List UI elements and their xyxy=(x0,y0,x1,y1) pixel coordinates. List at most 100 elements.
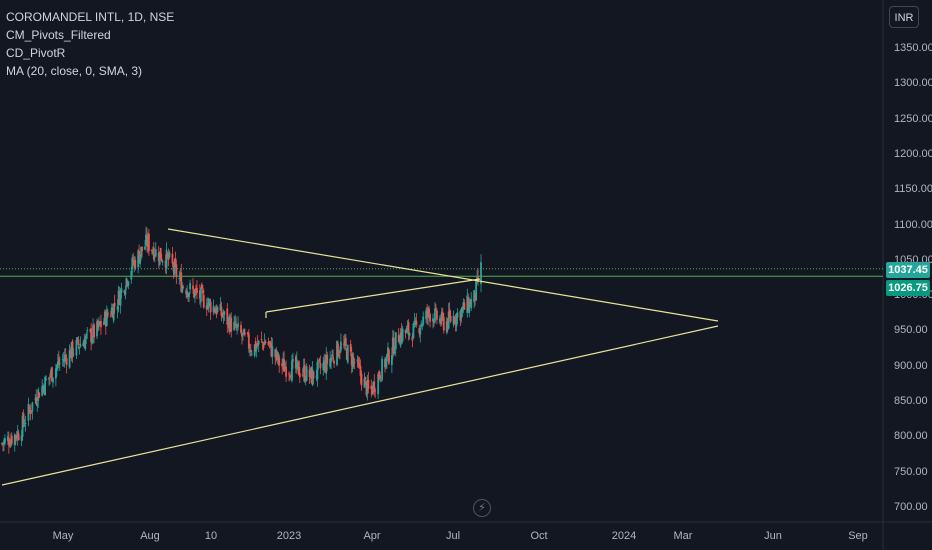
candle xyxy=(296,362,299,371)
candle xyxy=(158,251,161,267)
candle xyxy=(237,316,239,331)
candle xyxy=(392,330,395,357)
candle xyxy=(441,308,444,321)
candle xyxy=(146,227,148,252)
candle xyxy=(193,288,195,299)
time-tick-label: Apr xyxy=(363,530,381,542)
candle xyxy=(29,404,32,421)
candle xyxy=(173,258,176,278)
candle xyxy=(323,353,326,373)
candle xyxy=(181,281,184,294)
candle xyxy=(110,303,113,316)
candle xyxy=(428,305,430,319)
candle xyxy=(463,299,466,310)
candle xyxy=(200,282,203,290)
candle xyxy=(92,318,94,344)
candle xyxy=(455,312,458,332)
lightning-icon[interactable]: ⚡ xyxy=(473,499,491,517)
candle xyxy=(281,358,284,375)
candle xyxy=(385,357,387,370)
candle xyxy=(23,418,26,427)
candle xyxy=(140,246,142,261)
currency-button[interactable]: INR xyxy=(889,6,919,28)
candle xyxy=(137,248,140,274)
candle xyxy=(8,437,11,448)
time-tick-label: Aug xyxy=(140,530,160,542)
indicator-ma[interactable]: MA (20, close, 0, SMA, 3) xyxy=(6,64,143,78)
candle xyxy=(86,327,89,339)
candle xyxy=(317,360,320,370)
candle xyxy=(336,340,338,367)
candle xyxy=(100,314,102,336)
candle xyxy=(292,352,294,370)
candle xyxy=(195,284,197,296)
indicator-cd-pivotr[interactable]: CD_PivotR xyxy=(6,46,66,60)
price-tick-label: 950.00 xyxy=(894,324,928,337)
candle xyxy=(112,303,115,324)
candle xyxy=(227,316,230,329)
symbol-title[interactable]: COROMANDEL INTL, 1D, NSE xyxy=(6,10,175,24)
candle xyxy=(249,344,252,357)
candle xyxy=(452,310,455,328)
candle xyxy=(420,320,423,329)
candle xyxy=(178,271,181,285)
candle xyxy=(35,389,38,406)
candle xyxy=(418,324,421,338)
candle xyxy=(412,322,415,339)
candle xyxy=(13,433,16,452)
candle xyxy=(345,347,348,361)
indicator-cm-pivots[interactable]: CM_Pivots_Filtered xyxy=(6,28,111,42)
current-price-tag: 1037.45 xyxy=(886,262,930,278)
candle xyxy=(234,314,237,326)
candle xyxy=(309,367,312,379)
candle xyxy=(144,240,146,251)
candle xyxy=(419,325,422,343)
price-tick-label: 900.00 xyxy=(894,359,928,372)
candle xyxy=(350,347,353,374)
candle xyxy=(380,379,382,382)
candle xyxy=(28,404,31,413)
candle xyxy=(68,344,71,369)
candle xyxy=(429,312,431,328)
candle xyxy=(109,310,112,318)
candle xyxy=(79,336,82,348)
candle xyxy=(387,342,389,359)
candle xyxy=(339,346,341,360)
candle xyxy=(64,347,67,364)
candle xyxy=(315,369,318,382)
candle xyxy=(449,310,452,324)
candle xyxy=(90,323,93,351)
candle xyxy=(188,291,190,303)
candle xyxy=(58,356,61,371)
candle xyxy=(99,321,101,326)
candle xyxy=(372,381,375,395)
candle xyxy=(274,348,277,366)
candle xyxy=(297,360,300,376)
candle xyxy=(473,289,476,309)
candle xyxy=(3,438,5,452)
candle xyxy=(52,377,54,388)
candle xyxy=(199,287,202,308)
candle xyxy=(378,369,381,381)
candle xyxy=(404,329,407,339)
candle xyxy=(49,372,51,385)
candle xyxy=(301,368,304,378)
candle xyxy=(290,371,292,379)
candle xyxy=(346,344,349,365)
candle xyxy=(462,298,465,314)
candle xyxy=(390,347,393,374)
candle xyxy=(319,355,322,375)
candle xyxy=(250,350,253,357)
candle xyxy=(381,355,383,382)
candle xyxy=(141,246,143,258)
candle xyxy=(75,337,78,360)
candle xyxy=(302,358,305,382)
candle xyxy=(365,380,368,398)
candle xyxy=(384,356,386,373)
candle xyxy=(198,284,201,305)
candle xyxy=(269,340,272,348)
level-price-tag: 1026.75 xyxy=(886,280,930,296)
candle xyxy=(56,353,59,371)
candle xyxy=(97,319,99,332)
